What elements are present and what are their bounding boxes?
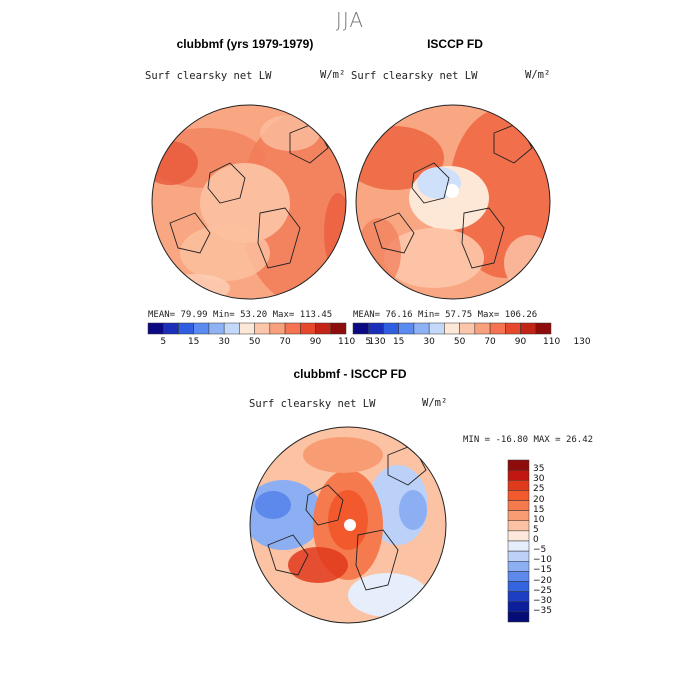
colorbar-tick-label: −15 — [533, 565, 552, 576]
colorbar-swatch — [507, 500, 530, 511]
panel3-title: clubbmf - ISCCP FD — [293, 367, 407, 381]
panel3-colorbar — [507, 459, 530, 623]
colorbar-tick-label: 110 — [338, 337, 356, 347]
colorbar-swatch — [507, 591, 530, 602]
colorbar-tick-label: −35 — [533, 605, 552, 616]
colorbar-swatch — [507, 510, 530, 521]
panel3-stats: MIN = -16.80 MAX = 26.42 — [463, 435, 594, 445]
colorbar-swatch — [178, 322, 194, 335]
colorbar-tick-label: 70 — [484, 337, 496, 347]
colorbar-swatch — [507, 480, 530, 491]
colorbar-swatch — [383, 322, 399, 335]
colorbar-swatch — [269, 322, 286, 335]
colorbar-swatch — [507, 601, 530, 613]
panel2-colorbar — [352, 322, 552, 335]
panel1-units: W/m² — [320, 69, 346, 81]
colorbar-tick-label: 130 — [573, 337, 591, 347]
colorbar-tick-label: 10 — [533, 514, 545, 525]
colorbar-tick-label: 35 — [533, 464, 545, 475]
colorbar-tick-label: 5 — [160, 337, 167, 347]
colorbar-tick-label: 30 — [423, 337, 435, 347]
colorbar-swatch — [507, 550, 530, 562]
panel3-subtitle: Surf clearsky net LW — [249, 398, 376, 410]
colorbar-swatch — [352, 322, 369, 335]
colorbar-tick-label: 90 — [514, 337, 527, 347]
colorbar-tick-label: −25 — [533, 585, 552, 596]
colorbar-swatch — [413, 322, 430, 335]
colorbar-swatch — [315, 322, 332, 335]
colorbar-tick-label: 5 — [533, 524, 539, 535]
colorbar-swatch — [428, 322, 445, 335]
panel1-map — [151, 104, 347, 300]
colorbar-tick-label: 5 — [365, 337, 372, 347]
colorbar-tick-label: 130 — [368, 337, 386, 347]
colorbar-tick-label: 30 — [218, 337, 230, 347]
colorbar-swatch — [505, 322, 521, 335]
colorbar-tick-label: 20 — [533, 494, 545, 505]
colorbar-swatch — [474, 322, 491, 335]
panel1-subtitle: Surf clearsky net LW — [145, 70, 272, 82]
panel2-title: ISCCP FD — [427, 37, 483, 51]
colorbar-swatch — [507, 571, 530, 582]
colorbar-swatch — [444, 322, 460, 335]
colorbar-tick-label: 50 — [248, 337, 261, 347]
colorbar-swatch — [507, 490, 530, 501]
colorbar-tick-label: 50 — [453, 337, 466, 347]
panel3-units: W/m² — [422, 397, 448, 409]
colorbar-swatch — [507, 561, 530, 572]
colorbar-tick-label: 15 — [187, 337, 200, 347]
colorbar-swatch — [147, 322, 164, 335]
panel1-colorbar — [147, 322, 347, 335]
colorbar-tick-label: −5 — [533, 545, 547, 556]
colorbar-swatch — [507, 520, 530, 532]
colorbar-swatch — [535, 322, 552, 335]
panel3-colorbar-ticks: 35 30 25 20 15 10 5 0 −5 −10 −15 −20 −25 −30 −35 — [533, 460, 573, 622]
colorbar-tick-label: 70 — [279, 337, 291, 347]
colorbar-swatch — [507, 581, 530, 592]
colorbar-swatch — [284, 322, 301, 335]
colorbar-swatch — [459, 322, 476, 335]
colorbar-swatch — [162, 322, 179, 335]
colorbar-tick-label: 25 — [533, 484, 545, 495]
panel1-title: clubbmf (yrs 1979-1979) — [176, 37, 314, 51]
season-title: JJA — [335, 8, 365, 32]
colorbar-tick-label: 15 — [392, 337, 405, 347]
colorbar-swatch — [193, 322, 210, 335]
colorbar-swatch — [507, 530, 530, 542]
colorbar-tick-label: −30 — [533, 595, 552, 606]
colorbar-swatch — [520, 322, 537, 335]
colorbar-tick-label: 110 — [543, 337, 561, 347]
panel2-subtitle: Surf clearsky net LW — [351, 70, 478, 82]
colorbar-swatch — [239, 322, 255, 335]
colorbar-swatch — [507, 540, 530, 552]
colorbar-swatch — [507, 459, 530, 471]
colorbar-swatch — [300, 322, 316, 335]
colorbar-swatch — [367, 322, 384, 335]
colorbar-swatch — [223, 322, 240, 335]
colorbar-swatch — [254, 322, 271, 335]
colorbar-tick-label: −10 — [533, 555, 552, 566]
colorbar-swatch — [489, 322, 506, 335]
panel3-map — [249, 426, 447, 624]
panel2-stats: MEAN= 76.16 Min= 57.75 Max= 106.26 — [353, 310, 538, 320]
panel2-colorbar-ticks: 5 15 30 50 70 90 110 130 — [353, 337, 590, 349]
panel2-units: W/m² — [525, 69, 551, 81]
colorbar-tick-label: 30 — [533, 474, 545, 485]
colorbar-swatch — [507, 611, 530, 623]
colorbar-swatch — [330, 322, 347, 335]
colorbar-tick-label: −20 — [533, 575, 552, 586]
colorbar-tick-label: 0 — [533, 535, 539, 545]
panel1-stats: MEAN= 79.99 Min= 53.20 Max= 113.45 — [148, 310, 333, 320]
colorbar-swatch — [507, 469, 530, 481]
colorbar-swatch — [398, 322, 415, 335]
panel1-colorbar-ticks: 5 15 30 50 70 90 110 130 — [148, 337, 385, 349]
colorbar-swatch — [208, 322, 225, 335]
colorbar-tick-label: 15 — [533, 504, 545, 515]
colorbar-tick-label: 90 — [309, 337, 322, 347]
panel2-map — [355, 104, 551, 300]
